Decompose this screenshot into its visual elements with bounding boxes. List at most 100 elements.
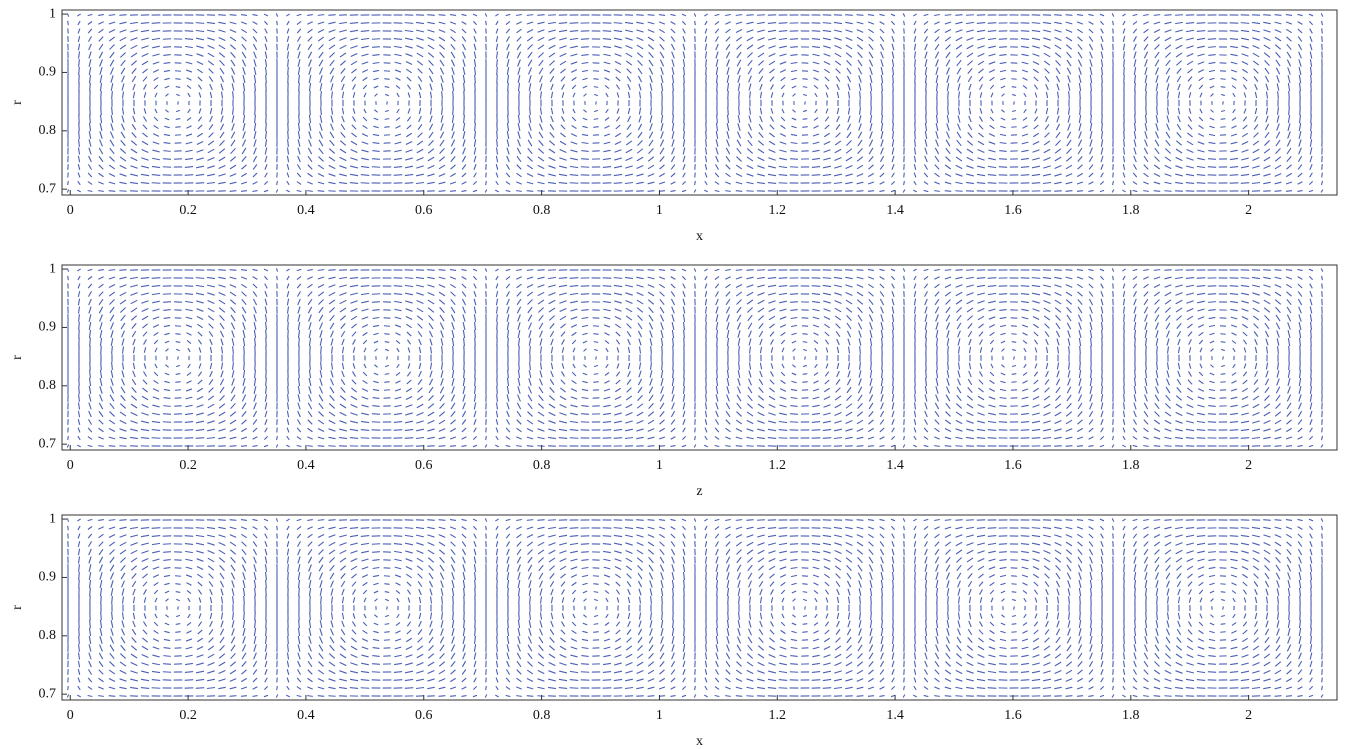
vector xyxy=(98,298,104,306)
vector xyxy=(683,377,685,387)
vector xyxy=(119,164,127,170)
vector xyxy=(394,69,402,73)
vector xyxy=(923,28,929,34)
vector xyxy=(977,292,985,296)
vector xyxy=(1011,109,1017,113)
vector xyxy=(218,29,226,33)
vector xyxy=(438,419,446,425)
vector xyxy=(373,340,379,344)
vector xyxy=(725,13,731,17)
vector xyxy=(240,181,248,185)
vector xyxy=(1275,51,1281,59)
vector xyxy=(109,44,115,50)
vector xyxy=(77,155,81,163)
vector xyxy=(240,14,248,16)
vector xyxy=(636,276,644,280)
x-tick-label: 0.4 xyxy=(297,203,315,218)
vector xyxy=(219,314,225,322)
vector xyxy=(757,315,765,321)
vector xyxy=(934,419,940,425)
vector xyxy=(1175,165,1183,169)
vector xyxy=(561,84,565,90)
vector xyxy=(1143,13,1149,17)
vector xyxy=(416,292,424,296)
vector xyxy=(647,276,655,280)
vector xyxy=(1253,132,1259,138)
vector xyxy=(856,29,864,33)
vector xyxy=(252,21,258,25)
vector xyxy=(891,155,895,163)
vector xyxy=(1275,67,1281,75)
vector xyxy=(264,51,268,59)
vector xyxy=(934,276,940,280)
vector xyxy=(404,173,414,177)
vector xyxy=(1286,43,1292,51)
vector xyxy=(339,276,347,280)
vector xyxy=(526,173,534,177)
vector xyxy=(989,371,995,377)
vector xyxy=(1164,14,1172,16)
vector xyxy=(834,44,842,50)
vector xyxy=(461,36,467,42)
vector xyxy=(143,84,147,90)
vector xyxy=(473,28,477,34)
vector xyxy=(1054,403,1062,409)
vector xyxy=(746,299,754,305)
vector xyxy=(1166,370,1170,378)
vector xyxy=(1197,133,1205,137)
vector xyxy=(758,132,764,138)
vector xyxy=(1088,298,1094,306)
vector xyxy=(405,60,413,66)
vector xyxy=(813,332,819,336)
vector xyxy=(143,339,147,345)
vector xyxy=(858,123,862,131)
vector xyxy=(317,445,325,447)
vector xyxy=(1112,435,1114,441)
vector xyxy=(845,36,853,42)
vector xyxy=(461,419,467,425)
vector xyxy=(867,269,875,271)
vector xyxy=(252,181,258,185)
vector xyxy=(1088,268,1094,272)
vector xyxy=(404,182,414,184)
vector xyxy=(1242,68,1248,74)
vector xyxy=(77,36,81,42)
vector xyxy=(1240,173,1250,177)
vector xyxy=(670,410,676,418)
vector xyxy=(693,444,697,448)
vector xyxy=(99,314,103,322)
vector xyxy=(856,21,864,25)
vector xyxy=(1013,356,1015,360)
vector xyxy=(593,341,599,343)
vector xyxy=(1309,43,1313,51)
vector xyxy=(495,172,499,178)
vector xyxy=(636,403,644,409)
vector xyxy=(505,164,511,170)
vector xyxy=(1020,174,1030,176)
vector xyxy=(891,66,895,76)
vector xyxy=(913,291,917,297)
vector xyxy=(682,130,686,140)
vector xyxy=(473,298,477,306)
vector xyxy=(428,395,434,401)
vector xyxy=(253,139,257,147)
vector xyxy=(1276,75,1280,83)
vector xyxy=(209,83,213,91)
vector xyxy=(427,44,435,50)
vector xyxy=(890,180,896,186)
vector xyxy=(406,331,412,337)
vector xyxy=(725,28,731,34)
vector xyxy=(151,182,161,184)
vector xyxy=(1153,428,1161,432)
vector xyxy=(537,44,545,50)
vector xyxy=(1021,300,1029,304)
vector xyxy=(823,412,831,416)
vector xyxy=(309,345,311,355)
vector xyxy=(264,147,268,155)
vector xyxy=(339,299,347,305)
vector xyxy=(727,106,729,116)
vector xyxy=(231,75,235,83)
vector xyxy=(999,301,1007,303)
vector xyxy=(1088,427,1094,433)
vector xyxy=(593,78,599,80)
